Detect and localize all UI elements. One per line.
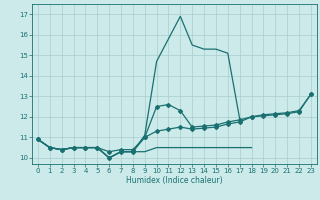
X-axis label: Humidex (Indice chaleur): Humidex (Indice chaleur): [126, 176, 223, 185]
